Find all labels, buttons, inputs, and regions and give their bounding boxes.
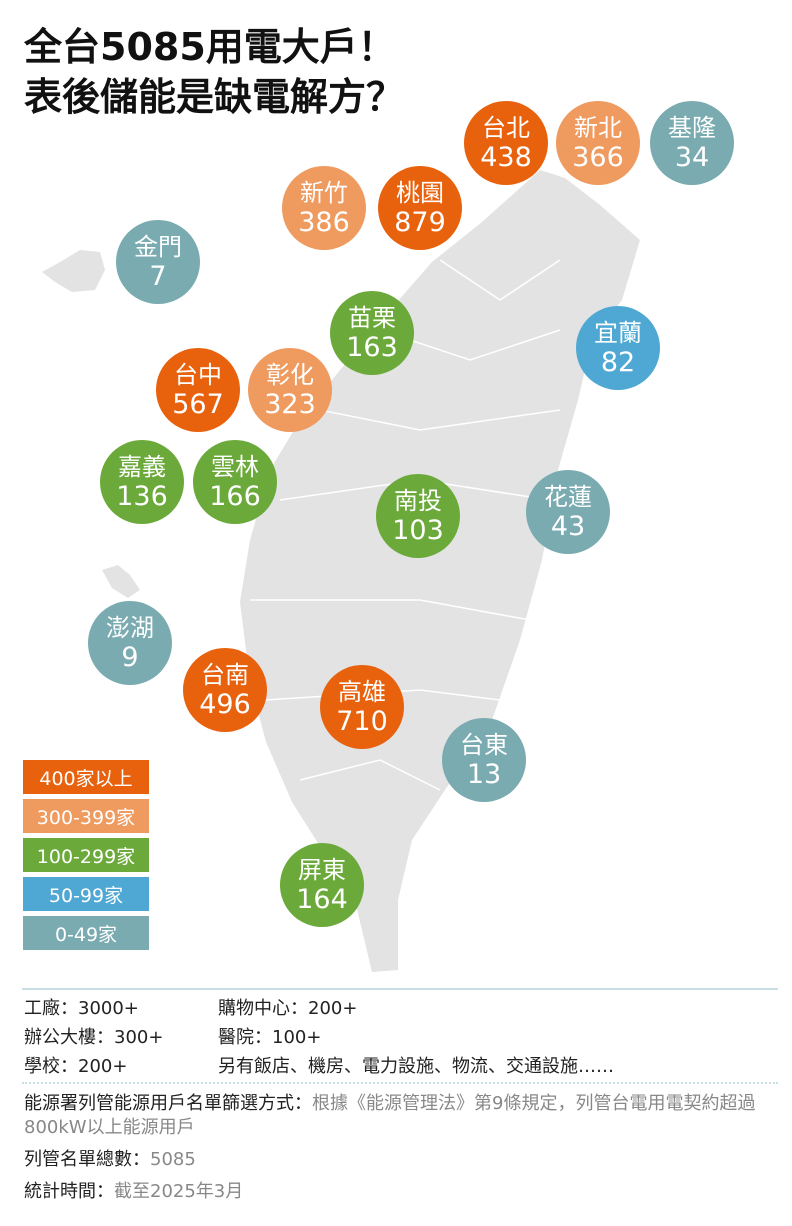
region-value: 879 — [394, 207, 446, 238]
taiwan-island — [240, 170, 640, 972]
penghu-island — [102, 565, 140, 598]
region-value: 103 — [392, 515, 444, 546]
region-bubble: 澎湖 9 — [88, 601, 172, 685]
region-value: 43 — [550, 511, 586, 542]
region-bubble: 雲林 166 — [193, 440, 277, 524]
region-name: 南投 — [394, 487, 442, 515]
region-value: 34 — [674, 142, 710, 173]
divider — [22, 988, 778, 990]
time-value: 截至2025年3月 — [114, 1181, 244, 1202]
region-value: 366 — [572, 142, 624, 173]
region-bubble: 彰化 323 — [248, 348, 332, 432]
region-bubble: 新北 366 — [556, 101, 640, 185]
category-item: 購物中心：200+ — [218, 998, 358, 1019]
region-value: 164 — [296, 884, 348, 915]
dotted-divider — [22, 1082, 778, 1084]
legend-item: 100-299家 — [23, 838, 149, 872]
region-value: 166 — [209, 481, 261, 512]
region-name: 台北 — [482, 114, 530, 142]
region-bubble: 桃園 879 — [378, 166, 462, 250]
region-name: 高雄 — [338, 678, 386, 706]
total-note: 列管名單總數：5085 — [24, 1148, 778, 1172]
title-line-2: 表後儲能是缺電解方？ — [24, 75, 405, 119]
region-value: 9 — [121, 642, 139, 673]
legend-item: 50-99家 — [23, 877, 149, 911]
region-value: 386 — [298, 207, 350, 238]
region-bubble: 金門 7 — [116, 220, 200, 304]
legend-item: 0-49家 — [23, 916, 149, 950]
region-value: 323 — [264, 389, 316, 420]
region-bubble: 台中 567 — [156, 348, 240, 432]
region-bubble: 南投 103 — [376, 474, 460, 558]
region-value: 163 — [346, 332, 398, 363]
region-name: 彰化 — [266, 361, 314, 389]
region-name: 台南 — [201, 661, 249, 689]
region-value: 136 — [116, 481, 168, 512]
notes: 能源署列管能源用戶名單篩選方式：根據《能源管理法》第9條規定，列管台電用電契約超… — [24, 1092, 778, 1212]
total-value: 5085 — [150, 1149, 196, 1170]
category-item: 另有飯店、機房、電力設施、物流、交通設施…… — [218, 1056, 614, 1077]
region-bubble: 苗栗 163 — [330, 291, 414, 375]
region-bubble: 高雄 710 — [320, 665, 404, 749]
legend-item: 400家以上 — [23, 760, 149, 794]
region-bubble: 宜蘭 82 — [576, 306, 660, 390]
region-name: 雲林 — [211, 453, 259, 481]
region-value: 82 — [600, 347, 636, 378]
time-note: 統計時間：截至2025年3月 — [24, 1180, 778, 1204]
region-bubble: 台南 496 — [183, 648, 267, 732]
region-name: 屏東 — [298, 856, 346, 884]
land — [42, 170, 640, 972]
category-item: 工廠：3000+ — [24, 998, 139, 1019]
criteria-note: 能源署列管能源用戶名單篩選方式：根據《能源管理法》第9條規定，列管台電用電契約超… — [24, 1092, 778, 1140]
region-name: 宜蘭 — [594, 319, 642, 347]
region-name: 台東 — [460, 731, 508, 759]
region-bubble: 屏東 164 — [280, 843, 364, 927]
total-label: 列管名單總數： — [24, 1149, 150, 1170]
region-name: 台中 — [174, 361, 222, 389]
region-value: 567 — [172, 389, 224, 420]
region-value: 496 — [199, 689, 251, 720]
kinmen-island — [42, 250, 105, 292]
category-item: 醫院：100+ — [218, 1027, 322, 1048]
region-bubble: 新竹 386 — [282, 166, 366, 250]
region-name: 嘉義 — [118, 453, 166, 481]
page-title: 全台5085用電大戶！ 表後儲能是缺電解方？ — [24, 22, 404, 122]
region-name: 新北 — [574, 114, 622, 142]
region-bubble: 台東 13 — [442, 718, 526, 802]
region-name: 新竹 — [300, 179, 348, 207]
region-name: 金門 — [134, 233, 182, 261]
category-item: 辦公大樓：300+ — [24, 1027, 164, 1048]
legend: 400家以上 300-399家 100-299家 50-99家 0-49家 — [23, 760, 149, 955]
region-name: 澎湖 — [106, 614, 154, 642]
time-label: 統計時間： — [24, 1181, 114, 1202]
category-item: 學校：200+ — [24, 1056, 128, 1077]
region-name: 桃園 — [396, 179, 444, 207]
region-bubble: 花蓮 43 — [526, 470, 610, 554]
region-value: 13 — [466, 759, 502, 790]
region-name: 基隆 — [668, 114, 716, 142]
region-value: 710 — [336, 706, 388, 737]
title-line-1: 全台5085用電大戶！ — [24, 25, 396, 69]
criteria-label: 能源署列管能源用戶名單篩選方式： — [24, 1093, 312, 1114]
region-name: 花蓮 — [544, 483, 592, 511]
region-bubble: 台北 438 — [464, 101, 548, 185]
region-name: 苗栗 — [348, 304, 396, 332]
legend-item: 300-399家 — [23, 799, 149, 833]
criteria-text: 根據《能源管理法》第9條規定，列管台電用電契約超過800kW以上能源用戶 — [24, 1093, 756, 1138]
region-bubble: 基隆 34 — [650, 101, 734, 185]
region-value: 7 — [149, 261, 167, 292]
region-bubble: 嘉義 136 — [100, 440, 184, 524]
region-value: 438 — [480, 142, 532, 173]
